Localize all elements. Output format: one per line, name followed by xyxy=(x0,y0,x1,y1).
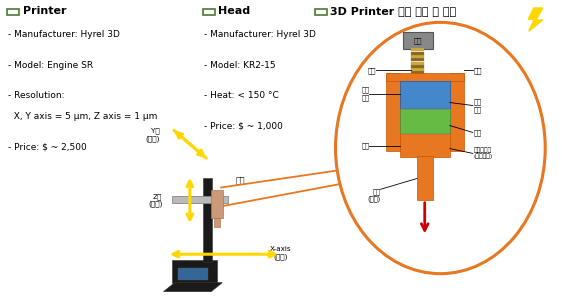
FancyBboxPatch shape xyxy=(411,48,424,51)
Text: 모터: 모터 xyxy=(414,37,422,44)
FancyBboxPatch shape xyxy=(411,71,424,74)
Text: - Manufacturer: Hyrel 3D: - Manufacturer: Hyrel 3D xyxy=(8,30,120,39)
FancyBboxPatch shape xyxy=(178,268,209,280)
Text: - Resolution:: - Resolution: xyxy=(8,91,65,100)
Text: Z축
(베드): Z축 (베드) xyxy=(148,193,162,207)
Text: - Model: KR2-15: - Model: KR2-15 xyxy=(204,61,275,70)
Text: 카트
리지: 카트 리지 xyxy=(474,98,482,113)
FancyBboxPatch shape xyxy=(411,75,424,78)
Text: 베드: 베드 xyxy=(236,176,246,185)
FancyBboxPatch shape xyxy=(7,9,19,15)
Text: 볼트: 볼트 xyxy=(368,67,376,73)
FancyBboxPatch shape xyxy=(400,134,450,157)
FancyBboxPatch shape xyxy=(400,81,450,108)
Text: Y축
(헤드): Y축 (헤드) xyxy=(145,127,160,142)
FancyBboxPatch shape xyxy=(315,9,327,15)
Text: - Price: $ ~ 2,500: - Price: $ ~ 2,500 xyxy=(8,142,87,151)
FancyBboxPatch shape xyxy=(172,260,217,283)
FancyBboxPatch shape xyxy=(203,9,215,15)
Text: X-axis
(베드): X-axis (베드) xyxy=(270,246,292,260)
FancyBboxPatch shape xyxy=(450,73,464,151)
FancyBboxPatch shape xyxy=(172,196,228,203)
Ellipse shape xyxy=(336,22,545,274)
Text: Printer: Printer xyxy=(22,6,66,16)
Text: - Model: Engine SR: - Model: Engine SR xyxy=(8,61,93,70)
FancyBboxPatch shape xyxy=(203,178,212,262)
FancyBboxPatch shape xyxy=(411,65,424,68)
Text: - Heat: < 150 °C: - Heat: < 150 °C xyxy=(204,91,279,100)
Text: - Price: $ ~ 1,000: - Price: $ ~ 1,000 xyxy=(204,121,283,130)
Text: 너트: 너트 xyxy=(474,67,482,73)
FancyBboxPatch shape xyxy=(386,73,464,81)
Text: 잉크: 잉크 xyxy=(361,142,369,149)
Text: 인덕션히터
(히팅블릭): 인덕션히터 (히팅블릭) xyxy=(474,147,493,159)
FancyBboxPatch shape xyxy=(411,58,424,61)
Polygon shape xyxy=(164,283,223,292)
FancyBboxPatch shape xyxy=(400,108,450,133)
FancyBboxPatch shape xyxy=(411,55,424,58)
FancyBboxPatch shape xyxy=(403,32,433,49)
Text: 오링: 오링 xyxy=(474,129,482,136)
FancyBboxPatch shape xyxy=(411,68,424,71)
Text: - Manufacturer: Hyrel 3D: - Manufacturer: Hyrel 3D xyxy=(204,30,316,39)
Text: 헤드
히더: 헤드 히더 xyxy=(361,86,369,101)
FancyBboxPatch shape xyxy=(386,73,400,151)
FancyBboxPatch shape xyxy=(411,62,424,65)
FancyBboxPatch shape xyxy=(211,190,224,218)
Text: 3D Printer 구동 방식 및 부품: 3D Printer 구동 방식 및 부품 xyxy=(330,6,456,16)
Text: X, Y axis = 5 μm, Z axis = 1 μm: X, Y axis = 5 μm, Z axis = 1 μm xyxy=(8,112,157,121)
FancyBboxPatch shape xyxy=(417,156,433,200)
Text: Head: Head xyxy=(219,6,251,16)
Text: 노즐
(바늘): 노즐 (바늘) xyxy=(368,188,380,202)
Polygon shape xyxy=(528,8,543,31)
FancyBboxPatch shape xyxy=(411,52,424,55)
FancyBboxPatch shape xyxy=(215,218,220,227)
